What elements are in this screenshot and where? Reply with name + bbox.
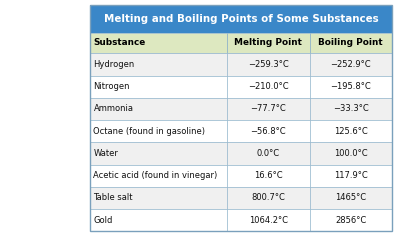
Bar bbox=[310, 164, 392, 187]
Text: Melting Point: Melting Point bbox=[234, 38, 302, 47]
Text: Substance: Substance bbox=[93, 38, 146, 47]
Text: Ammonia: Ammonia bbox=[93, 105, 134, 114]
Text: −210.0°C: −210.0°C bbox=[248, 82, 289, 91]
Text: Nitrogen: Nitrogen bbox=[93, 82, 130, 91]
Text: Hydrogen: Hydrogen bbox=[93, 60, 135, 69]
Bar bbox=[90, 5, 392, 231]
Text: −77.7°C: −77.7°C bbox=[251, 105, 286, 114]
Bar bbox=[90, 76, 227, 98]
Bar bbox=[90, 142, 227, 164]
Text: −252.9°C: −252.9°C bbox=[331, 60, 371, 69]
Bar bbox=[227, 76, 310, 98]
Bar bbox=[90, 98, 227, 120]
Bar bbox=[227, 33, 310, 53]
Text: 2856°C: 2856°C bbox=[335, 216, 366, 225]
Text: Water: Water bbox=[93, 149, 118, 158]
Text: 1064.2°C: 1064.2°C bbox=[249, 216, 288, 225]
Bar bbox=[227, 98, 310, 120]
Text: 1465°C: 1465°C bbox=[335, 194, 366, 202]
Bar bbox=[90, 53, 227, 76]
Text: Acetic acid (found in vinegar): Acetic acid (found in vinegar) bbox=[93, 171, 218, 180]
Text: 0.0°C: 0.0°C bbox=[257, 149, 280, 158]
Bar bbox=[227, 53, 310, 76]
Text: −195.8°C: −195.8°C bbox=[331, 82, 371, 91]
Text: Melting and Boiling Points of Some Substances: Melting and Boiling Points of Some Subst… bbox=[104, 14, 378, 24]
Bar bbox=[310, 76, 392, 98]
Bar bbox=[227, 142, 310, 164]
Text: 125.6°C: 125.6°C bbox=[334, 127, 368, 136]
Bar bbox=[227, 209, 310, 231]
Bar bbox=[310, 209, 392, 231]
Bar bbox=[310, 187, 392, 209]
Text: Boiling Point: Boiling Point bbox=[318, 38, 383, 47]
Text: Octane (found in gasoline): Octane (found in gasoline) bbox=[93, 127, 205, 136]
Bar bbox=[227, 164, 310, 187]
Bar bbox=[310, 53, 392, 76]
Text: Table salt: Table salt bbox=[93, 194, 133, 202]
Bar bbox=[90, 33, 227, 53]
Text: −33.3°C: −33.3°C bbox=[333, 105, 369, 114]
Bar bbox=[310, 120, 392, 142]
Text: 16.6°C: 16.6°C bbox=[254, 171, 283, 180]
Bar bbox=[310, 142, 392, 164]
Text: Gold: Gold bbox=[93, 216, 113, 225]
Text: −56.8°C: −56.8°C bbox=[251, 127, 286, 136]
Bar bbox=[90, 120, 227, 142]
Text: 800.7°C: 800.7°C bbox=[251, 194, 285, 202]
Bar bbox=[227, 187, 310, 209]
Text: −259.3°C: −259.3°C bbox=[248, 60, 289, 69]
Bar bbox=[310, 98, 392, 120]
Text: 100.0°C: 100.0°C bbox=[334, 149, 368, 158]
Bar bbox=[227, 120, 310, 142]
Bar bbox=[90, 5, 392, 33]
Bar bbox=[90, 187, 227, 209]
Text: 117.9°C: 117.9°C bbox=[334, 171, 368, 180]
Bar bbox=[90, 164, 227, 187]
Bar bbox=[310, 33, 392, 53]
Bar bbox=[90, 209, 227, 231]
